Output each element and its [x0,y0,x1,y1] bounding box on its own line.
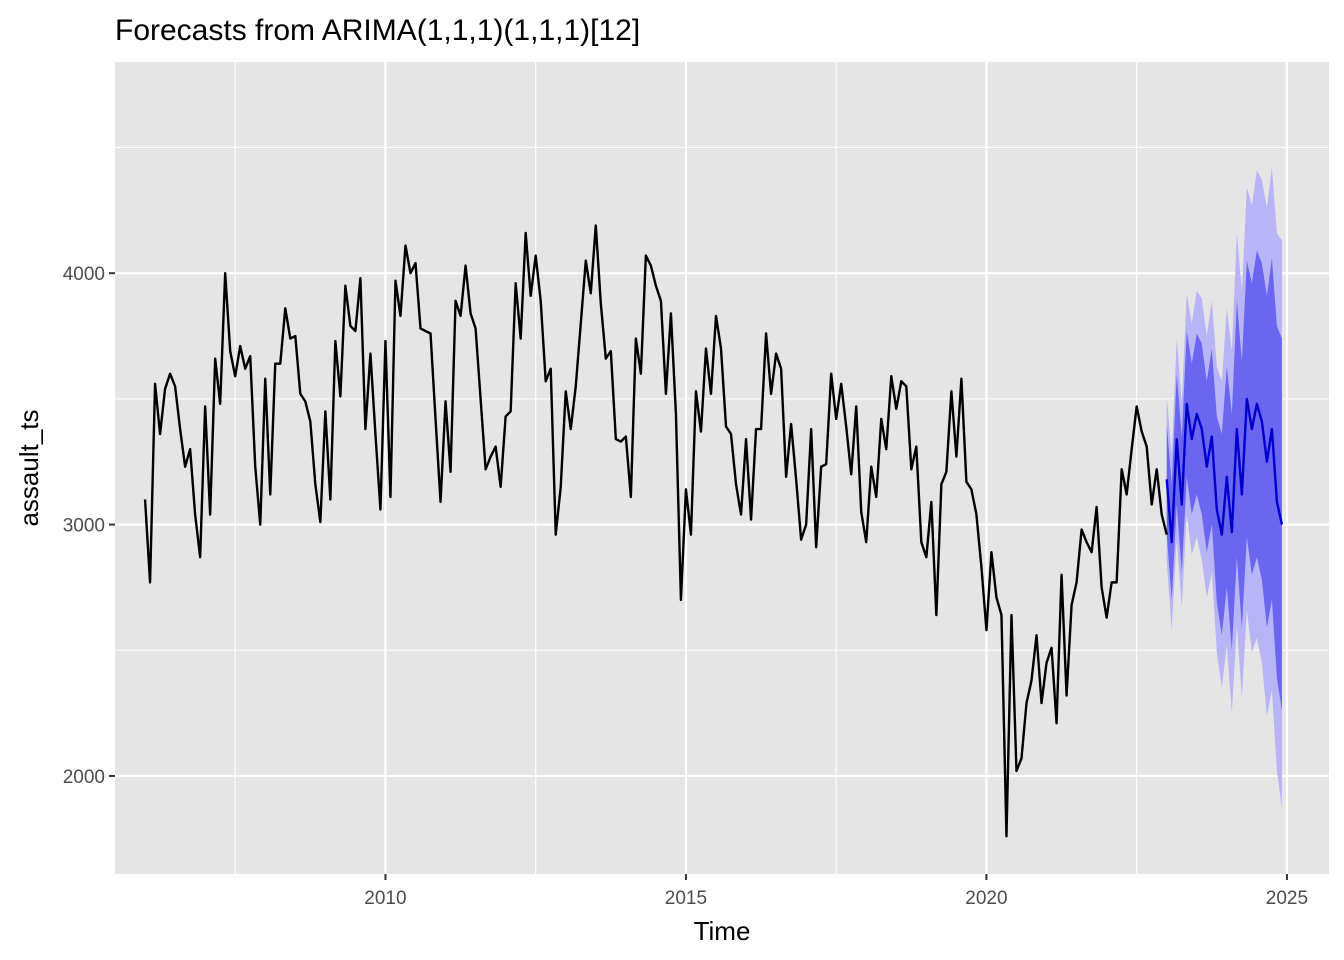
x-tick-label: 2015 [665,888,707,909]
history-line [143,224,1168,838]
y-tick-label: 3000 [63,516,105,537]
plot-panel [115,62,1329,874]
series-lines [143,224,1284,838]
minor-gridlines [115,62,1329,874]
y-tick-label: 4000 [63,264,105,285]
axes: 2010 2015 2020 2025 2000 3000 4000 [63,264,1308,909]
major-gridlines [115,62,1329,874]
x-tick-label: 2025 [1266,888,1308,909]
chart-title: Forecasts from ARIMA(1,1,1)(1,1,1)[12] [115,14,640,47]
forecast-mean-line [1165,397,1284,544]
band-80 [1166,250,1282,711]
x-axis-title: Time [694,916,751,946]
prediction-intervals [1166,167,1282,809]
x-tick-label: 2020 [965,888,1007,909]
y-axis-title: assault_ts [14,409,44,526]
y-tick-label: 2000 [63,767,105,788]
x-tick-label: 2010 [364,888,406,909]
